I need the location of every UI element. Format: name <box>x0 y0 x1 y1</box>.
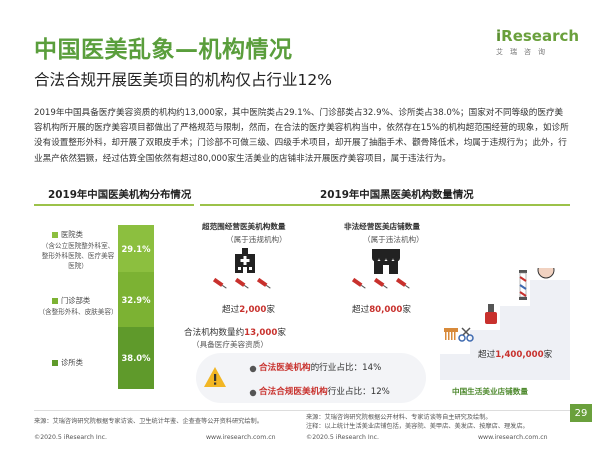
logo-i: i <box>496 27 502 45</box>
iresearch-logo: iResearch 艾瑞咨询 <box>496 27 579 57</box>
right-section-title: 2019年中国黑医美机构数量情况 <box>320 189 474 201</box>
scissors-icon <box>458 327 474 342</box>
nail-polish-icon <box>485 304 497 324</box>
overrange-title: 超范围经营医美机构数量 <box>202 222 286 231</box>
syringe-icon <box>395 277 410 289</box>
legend-sub-hospital: （含公立医院整外科室、整形外科医院、医疗美容医院） <box>41 242 115 270</box>
footer-url-right: www.iresearch.com.cn <box>478 434 548 441</box>
bar-segment-clinic: 38.0% <box>118 327 154 389</box>
barber-pole-icon <box>519 270 527 300</box>
right-section-divider <box>200 204 570 206</box>
footer-copyright-left: ©2020.5 iResearch Inc. <box>34 434 107 441</box>
footer-copyright-right: ©2020.5 iResearch Inc. <box>306 434 379 441</box>
hospital-icon <box>235 248 255 273</box>
legal-total-sub: （具备医疗美容资质） <box>192 340 268 349</box>
life-beauty-count: 超过1,400,000家 <box>478 350 553 360</box>
bullet-dot-icon <box>249 365 257 373</box>
syringe-icon <box>351 277 366 289</box>
syringe-icon <box>373 277 388 289</box>
life-beauty-count-value: 1,400,000 <box>495 350 544 360</box>
page-title: 中国医美乱象—机构情况 <box>34 37 293 63</box>
syringe-icons-row-2 <box>351 277 410 289</box>
bar-segment-outpatient: 32.9% <box>118 272 154 327</box>
illegal-shops-count: 超过80,000家 <box>352 305 411 315</box>
footer-divider <box>34 410 570 411</box>
logo-wordmark: Research <box>501 27 580 45</box>
warning-item-2-value: 12% <box>370 387 390 397</box>
life-beauty-staircase <box>440 268 570 380</box>
warning-item-1: 合法医美机构的行业占比：14% <box>259 363 382 373</box>
illegal-shops-title: 非法经营医美店铺数量 <box>344 222 420 231</box>
legal-total-count-value: 13,000 <box>244 328 278 338</box>
footer-source-left: 来源：艾瑞咨询研究院根据专家访谈、卫生统计年鉴、企查查等公开资料研究绘制。 <box>34 418 263 425</box>
bullet-dot-icon <box>249 389 257 397</box>
overrange-count-value: 2,000 <box>239 305 267 315</box>
legend-label-clinic: 诊所类 <box>61 358 83 367</box>
shop-icon <box>372 249 400 274</box>
intro-paragraph: 2019年中国具备医疗美容资质的机构约13,000家，其中医院类占29.1%、门… <box>34 108 569 164</box>
legend-sub-outpatient: （含整形外科、皮肤美容） <box>38 308 118 316</box>
overrange-count: 超过2,000家 <box>222 305 275 315</box>
legal-total-count: 合法机构数量约13,000家 <box>184 328 286 338</box>
syringe-icon <box>212 277 227 289</box>
footer-note-right: 注释：以上统计生活美业店铺包括，美容院、美甲店、美发店、按摩店、理发店。 <box>306 423 529 430</box>
page-subtitle: 合法合规开展医美项目的机构仅占行业12% <box>34 71 332 89</box>
logo-subtitle: 艾瑞咨询 <box>496 48 552 56</box>
syringe-icons-row <box>212 277 271 289</box>
bar-segment-hospital: 29.1% <box>118 225 154 272</box>
left-section-divider <box>34 204 194 206</box>
footer-url-left: www.iresearch.com.cn <box>206 434 276 441</box>
legend-swatch-hospital <box>52 232 58 238</box>
legend-swatch-outpatient <box>52 298 58 304</box>
life-beauty-label: 中国生活美业店铺数量 <box>452 387 528 396</box>
syringe-icon <box>256 277 271 289</box>
comb-icon <box>444 328 458 340</box>
illegal-shops-sub: （属于违法机构） <box>363 235 424 244</box>
page-number: 29 <box>570 404 592 422</box>
overrange-sub: （属于违规机构） <box>226 235 287 244</box>
legend-label-outpatient: 门诊部类 <box>61 296 91 305</box>
syringe-icon <box>234 277 249 289</box>
illegal-shops-count-value: 80,000 <box>369 305 403 315</box>
footer-source-right: 来源：艾瑞咨询研究院根据公开材料、专家访谈等自主研究及绘制。 <box>306 414 492 421</box>
warning-item-1-value: 14% <box>362 363 382 373</box>
left-section-title: 2019年中国医美机构分布情况 <box>48 189 192 201</box>
legend-swatch-clinic <box>52 360 58 366</box>
warning-item-2: 合法合规医美机构行业占比：12% <box>259 387 390 397</box>
warning-icon <box>204 367 226 387</box>
legend-label-hospital: 医院类 <box>61 230 83 239</box>
nurse-icon <box>537 268 555 279</box>
